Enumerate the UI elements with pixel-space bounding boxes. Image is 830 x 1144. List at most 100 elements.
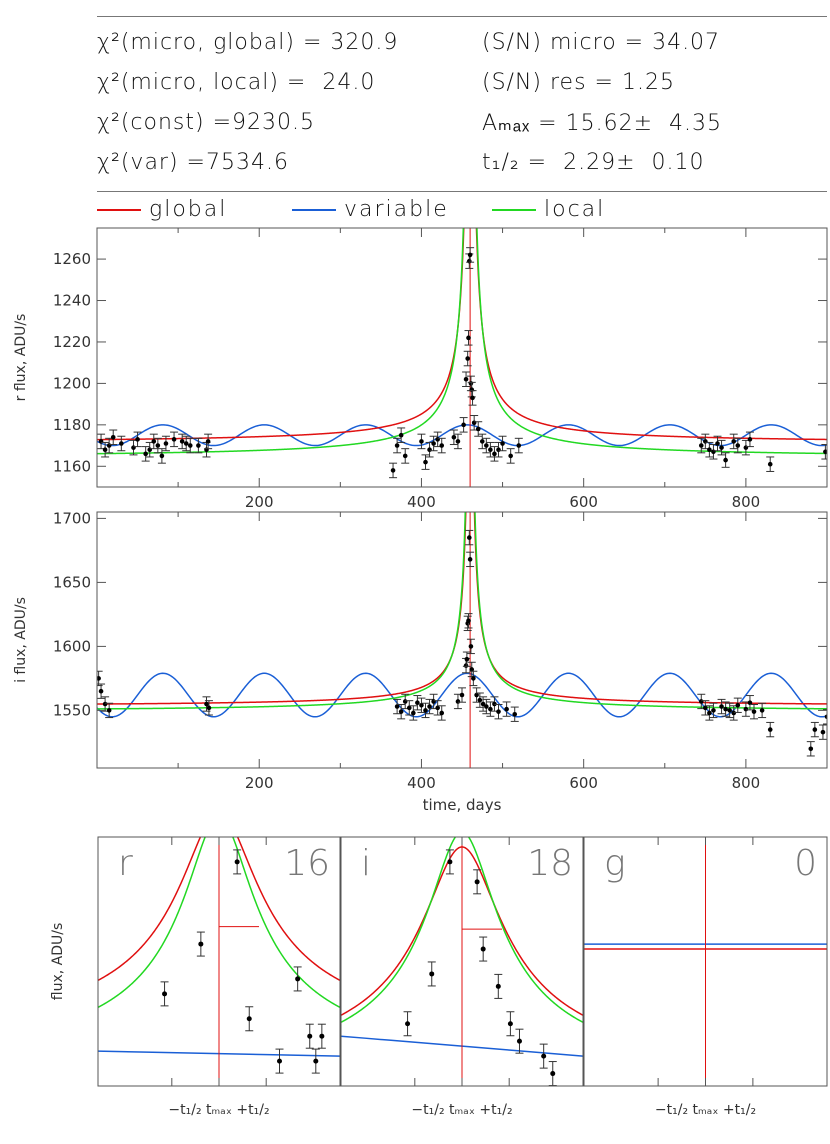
r-panel-ytick-label: 1160 bbox=[53, 457, 91, 475]
i-panel-point-19 bbox=[458, 687, 466, 703]
r-panel-point-3 bbox=[109, 429, 118, 446]
zoom-r-point-6 bbox=[305, 1023, 314, 1049]
r-panel-point-16 bbox=[186, 437, 195, 454]
r-panel-point-24 bbox=[417, 433, 426, 450]
zoom-r-point-3 bbox=[245, 1006, 254, 1032]
zoom-i-point-8 bbox=[539, 1043, 548, 1069]
r-panel-point-10 bbox=[153, 437, 162, 454]
i-panel-point-45 bbox=[729, 705, 738, 721]
r-panel-ytick-label: 1220 bbox=[53, 333, 91, 351]
i-panel-point-43 bbox=[721, 701, 730, 717]
r-panel-ytick-label: 1240 bbox=[53, 292, 91, 310]
r-panel-point-63 bbox=[821, 444, 827, 460]
zoom-r-ylabel: flux, ADU/s bbox=[50, 923, 66, 1001]
r-panel-ytick-label: 1200 bbox=[53, 374, 91, 392]
legend-local-label: local bbox=[544, 197, 606, 222]
r-panel-point-31 bbox=[453, 433, 462, 450]
legend-variable-label: variable bbox=[344, 197, 449, 222]
r-panel-xtick-label: 600 bbox=[569, 493, 598, 511]
r-panel-point-6 bbox=[133, 431, 142, 448]
i-panel-point-53 bbox=[810, 721, 819, 738]
stat-sn-res: (S/N) res = 1.25 bbox=[482, 70, 675, 95]
i-panel-point-40 bbox=[705, 705, 714, 721]
r-panel-point-34 bbox=[463, 350, 472, 367]
i-panel-point-5 bbox=[204, 700, 213, 716]
i-panel-point-3 bbox=[105, 702, 114, 719]
zoom-i-xlabel: −t₁/₂ tₘₐₓ +t₁/₂ bbox=[411, 1102, 512, 1118]
i-panel-xtick-label: 400 bbox=[407, 774, 436, 792]
i-panel-point-6 bbox=[393, 698, 402, 715]
i-panel-point-13 bbox=[421, 702, 430, 719]
r-panel-point-59 bbox=[733, 437, 742, 454]
r-panel-point-45 bbox=[486, 441, 495, 458]
r-panel-point-46 bbox=[490, 446, 499, 462]
zoom-i-point-0 bbox=[403, 1011, 412, 1037]
r-panel-point-42 bbox=[474, 421, 483, 437]
i-panel-ylabel: i flux, ADU/s bbox=[13, 597, 29, 683]
zoom-r-point-5 bbox=[293, 966, 302, 992]
r-panel-point-17 bbox=[194, 437, 203, 454]
zoom-r-local-curve bbox=[98, 837, 340, 1009]
r-panel-point-49 bbox=[506, 448, 515, 464]
r-panel-point-37 bbox=[466, 247, 475, 263]
r-panel-xtick-label: 200 bbox=[245, 493, 274, 511]
i-panel-point-41 bbox=[709, 702, 718, 719]
zoom-i-point-7 bbox=[515, 1028, 524, 1054]
mid-divider bbox=[97, 191, 827, 192]
zoom-g-xlabel: −t₁/₂ tₘₐₓ +t₁/₂ bbox=[655, 1102, 756, 1118]
legend-global-swatch bbox=[97, 208, 141, 211]
r-panel-point-19 bbox=[204, 433, 213, 450]
zoom-i-point-3 bbox=[473, 869, 482, 895]
stat-amax: Aₘₐₓ = 15.62± 4.35 bbox=[482, 111, 722, 136]
r-panel-frame bbox=[96, 227, 828, 488]
r-panel-point-23 bbox=[401, 448, 410, 464]
stat-chi2-var: χ²(var) =7534.6 bbox=[97, 150, 289, 175]
i-panel-point-54 bbox=[818, 724, 827, 740]
r-panel-point-40 bbox=[468, 390, 477, 406]
r-panel-global-curve bbox=[97, 228, 827, 441]
i-panel-point-12 bbox=[417, 697, 426, 713]
r-panel-ytick-label: 1260 bbox=[53, 250, 91, 268]
r-panel-point-32 bbox=[459, 417, 468, 433]
legend-variable: variable bbox=[292, 197, 449, 222]
i-panel-point-21 bbox=[462, 651, 471, 667]
r-panel-point-2 bbox=[105, 437, 114, 454]
zoom-i-point-2 bbox=[445, 849, 454, 875]
i-panel-point-39 bbox=[701, 700, 710, 716]
zoom-g-count-label: 0 bbox=[794, 843, 817, 884]
r-panel-point-58 bbox=[729, 433, 738, 450]
r-panel-local-curve bbox=[97, 228, 827, 455]
r-panel-point-29 bbox=[437, 437, 446, 454]
r-panel-point-35 bbox=[464, 330, 473, 346]
i-panel-point-50 bbox=[758, 702, 767, 719]
i-panel-point-7 bbox=[397, 704, 406, 720]
i-panel-point-28 bbox=[469, 670, 478, 687]
i-panel-xtick-label: 600 bbox=[569, 774, 598, 792]
stat-sn-micro: (S/N) micro = 34.07 bbox=[482, 30, 721, 55]
i-panel-point-55 bbox=[823, 709, 827, 725]
i-panel-point-52 bbox=[806, 741, 815, 757]
i-panel-point-37 bbox=[510, 706, 519, 722]
i-panel-point-9 bbox=[405, 700, 414, 716]
r-panel-point-21 bbox=[393, 437, 402, 454]
zoom-r-point-8 bbox=[317, 1023, 326, 1049]
i-panel-point-11 bbox=[413, 695, 422, 711]
r-panel-xtick-label: 800 bbox=[732, 493, 761, 511]
legend-global-label: global bbox=[149, 197, 228, 222]
stat-chi2-const: χ²(const) =9230.5 bbox=[97, 110, 315, 135]
i-panel-point-35 bbox=[494, 704, 503, 720]
r-panel-point-7 bbox=[141, 446, 150, 462]
r-panel-point-57 bbox=[721, 452, 730, 468]
r-panel-point-55 bbox=[713, 435, 722, 452]
zoom-i-point-4 bbox=[479, 936, 488, 962]
r-panel-point-9 bbox=[149, 433, 158, 450]
r-panel-point-56 bbox=[717, 439, 726, 456]
i-panel-xtick-label: 800 bbox=[732, 774, 761, 792]
i-panel-point-51 bbox=[766, 721, 775, 738]
zoom-i-point-6 bbox=[506, 1011, 515, 1037]
zoom-r-xlabel: −t₁/₂ tₘₐₓ +t₁/₂ bbox=[168, 1102, 269, 1118]
i-panel-ytick-label: 1550 bbox=[53, 701, 91, 719]
r-panel-point-61 bbox=[745, 431, 754, 448]
i-panel-point-14 bbox=[425, 698, 434, 715]
i-panel-point-30 bbox=[475, 692, 484, 708]
